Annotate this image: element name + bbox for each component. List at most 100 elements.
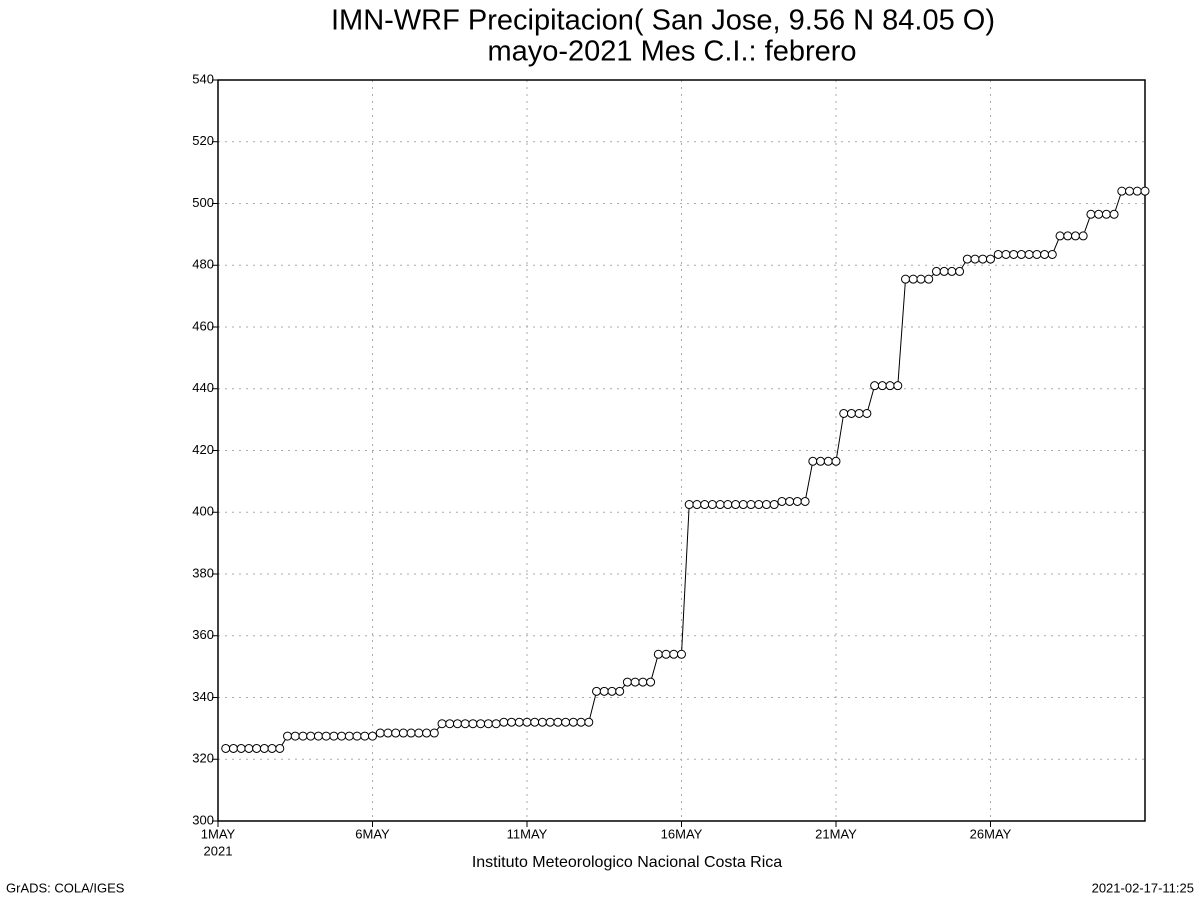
y-tick-label: 460	[192, 318, 214, 333]
y-tick-label: 540	[192, 71, 214, 86]
point	[893, 381, 903, 391]
line	[225, 190, 1145, 749]
point	[707, 500, 717, 510]
point	[329, 731, 339, 741]
point	[499, 717, 509, 727]
point	[901, 274, 911, 284]
point	[460, 719, 470, 729]
point	[653, 649, 663, 659]
point	[700, 500, 710, 510]
x-tick-label: 6MAY	[355, 826, 390, 841]
footer-right: 2021-02-17-11:25	[1092, 880, 1194, 895]
point	[468, 719, 478, 729]
y-tick-label: 400	[192, 504, 214, 519]
point	[352, 731, 362, 741]
point	[731, 500, 741, 510]
point	[514, 717, 524, 727]
point	[677, 649, 686, 659]
point	[885, 381, 895, 391]
point	[360, 731, 370, 741]
point	[1063, 231, 1073, 241]
point	[445, 719, 455, 729]
point	[414, 728, 424, 738]
point	[321, 731, 331, 741]
point	[283, 731, 293, 741]
point	[1132, 186, 1142, 196]
point	[398, 728, 408, 738]
point	[1055, 231, 1065, 241]
point	[761, 500, 771, 510]
point	[290, 731, 300, 741]
point	[854, 408, 864, 418]
point	[746, 500, 756, 510]
y-tick-label: 440	[192, 380, 214, 395]
point	[1117, 186, 1127, 196]
point	[221, 743, 231, 753]
point	[792, 496, 802, 506]
point	[228, 743, 238, 753]
point	[1086, 209, 1096, 219]
point	[236, 743, 246, 753]
point	[375, 728, 385, 738]
point	[1047, 249, 1057, 259]
point	[754, 500, 764, 510]
point	[638, 677, 648, 687]
point	[684, 500, 694, 510]
point	[344, 731, 354, 741]
point	[831, 456, 841, 466]
point	[576, 717, 586, 727]
point	[630, 677, 640, 687]
point	[785, 496, 795, 506]
point	[491, 719, 501, 729]
point	[846, 408, 856, 418]
point	[931, 266, 941, 276]
point	[313, 731, 323, 741]
point	[622, 677, 632, 687]
point	[545, 717, 555, 727]
point	[839, 408, 849, 418]
y-tick-label: 480	[192, 257, 214, 272]
point	[661, 649, 671, 659]
point	[1125, 186, 1135, 196]
point	[908, 274, 918, 284]
point	[584, 717, 594, 727]
point	[368, 731, 377, 741]
point	[970, 254, 980, 264]
point	[476, 719, 486, 729]
point	[1024, 249, 1034, 259]
point	[738, 500, 748, 510]
point	[599, 686, 609, 696]
y-tick-label: 340	[192, 689, 214, 704]
point	[568, 717, 578, 727]
point	[244, 743, 254, 753]
point	[267, 743, 277, 753]
point	[955, 266, 965, 276]
point	[1009, 249, 1019, 259]
point	[715, 500, 725, 510]
point	[1101, 209, 1111, 219]
point	[406, 728, 416, 738]
point	[993, 249, 1003, 259]
point	[924, 274, 934, 284]
point	[808, 456, 818, 466]
x-year-label: 2021	[204, 843, 233, 858]
point	[669, 649, 679, 659]
point	[723, 500, 733, 510]
point	[769, 500, 779, 510]
point	[1094, 209, 1104, 219]
point	[1032, 249, 1042, 259]
point	[823, 456, 833, 466]
point	[452, 719, 462, 729]
point	[1040, 249, 1050, 259]
y-tick-label: 420	[192, 442, 214, 457]
point	[530, 717, 540, 727]
point	[383, 728, 393, 738]
chart-subtitle: mayo-2021 Mes C.I.: febrero	[487, 36, 856, 68]
point	[615, 686, 625, 696]
y-tick-label: 360	[192, 627, 214, 642]
point	[800, 496, 810, 506]
point	[259, 743, 269, 753]
y-tick-label: 300	[192, 812, 214, 827]
point	[816, 456, 826, 466]
